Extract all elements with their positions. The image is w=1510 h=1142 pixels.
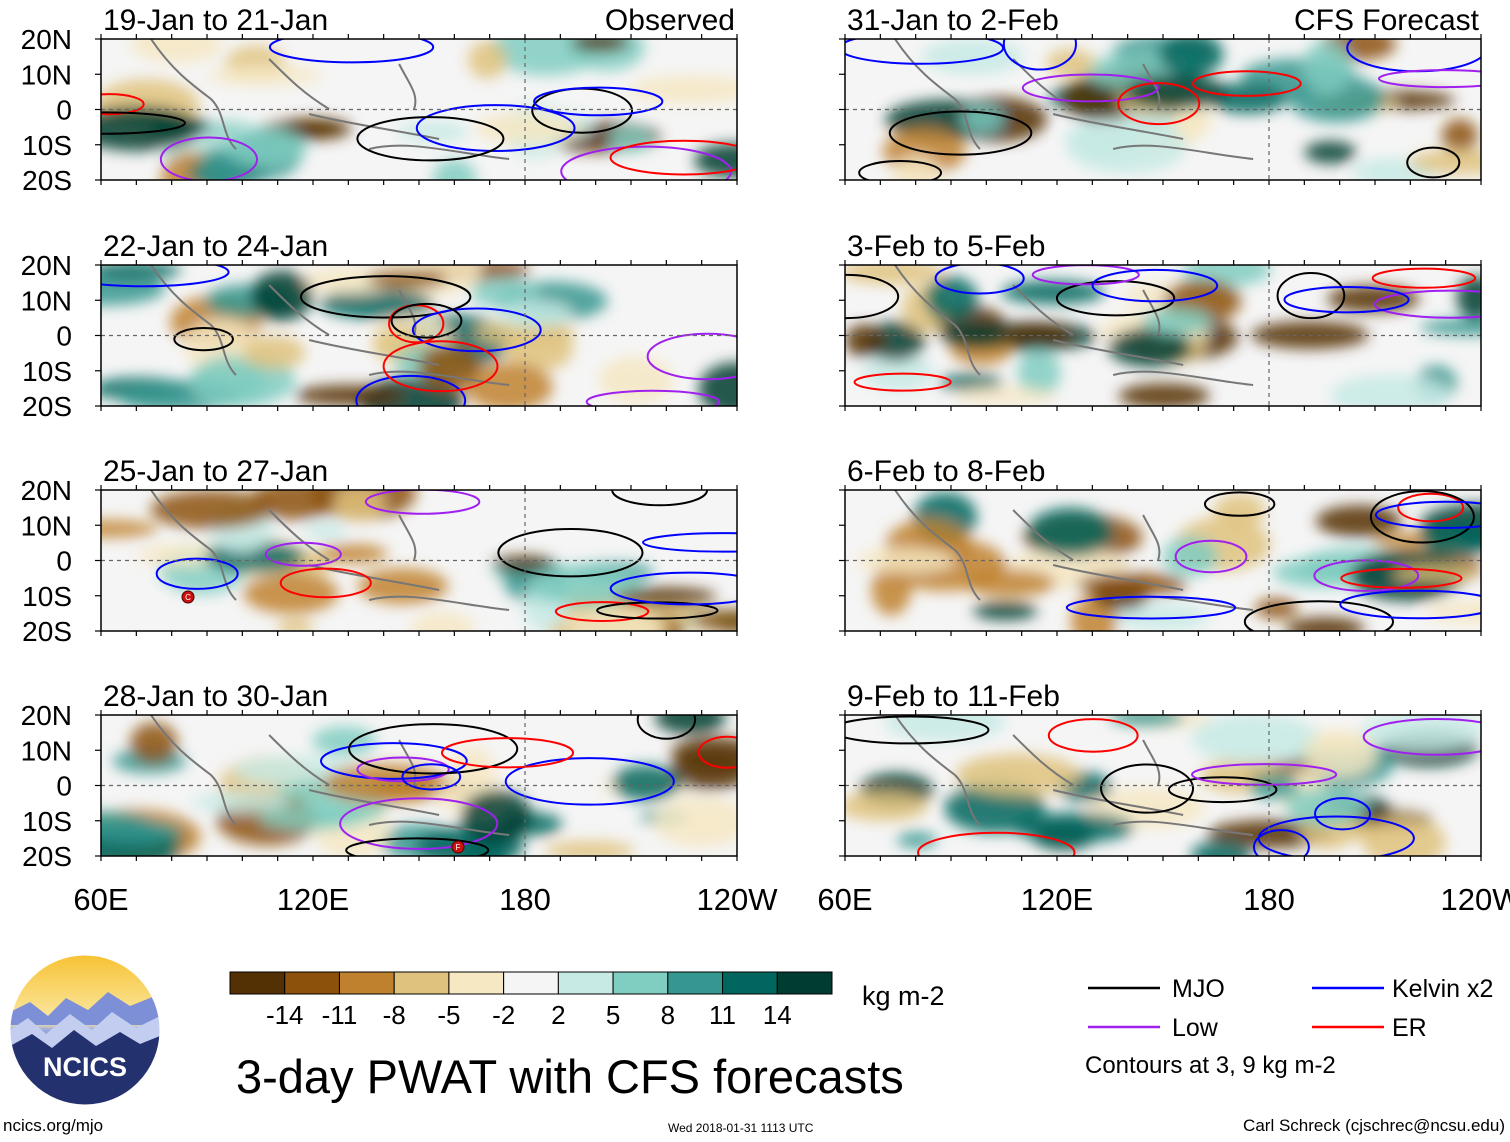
lat-label: 0 bbox=[56, 321, 72, 352]
footer-credit: Carl Schreck (cjschrec@ncsu.edu) bbox=[1243, 1116, 1505, 1135]
panel-source-label: CFS Forecast bbox=[1294, 4, 1480, 37]
pwat-field bbox=[101, 265, 737, 406]
map-panel: 22-Jan to 24-Jan bbox=[95, 230, 738, 411]
map-panel: 31-Jan to 2-Feb CFS Forecast bbox=[839, 4, 1482, 185]
colorbar-tick-label: 5 bbox=[606, 1000, 620, 1030]
colorbar-tick-label: -11 bbox=[322, 1000, 358, 1030]
lat-label: 10S bbox=[22, 806, 72, 837]
ncics-logo: NCICS bbox=[9, 954, 161, 1106]
lon-label: 60E bbox=[73, 882, 128, 917]
panel-date-range: 28-Jan to 30-Jan bbox=[103, 680, 328, 713]
legend-label-low: Low bbox=[1172, 1014, 1219, 1042]
map-panel: 6-Feb to 8-Feb bbox=[839, 455, 1482, 636]
lon-label: 180 bbox=[1243, 882, 1295, 917]
lat-label: 20N bbox=[21, 700, 72, 731]
colorbar-swatch bbox=[776, 971, 833, 995]
colorbar-swatch bbox=[667, 971, 724, 995]
coastlines bbox=[894, 265, 1254, 386]
lat-label: 10S bbox=[22, 130, 72, 161]
footer-timestamp: Wed 2018-01-31 1113 UTC bbox=[668, 1121, 814, 1135]
pwat-field bbox=[101, 715, 737, 856]
wave-contours bbox=[101, 39, 737, 180]
colorbar-swatch bbox=[393, 971, 450, 995]
map-panel: 25-Jan to 27-Jan bbox=[95, 455, 738, 636]
lat-label: 20S bbox=[22, 616, 72, 647]
colorbar-tick-label: -14 bbox=[266, 1000, 304, 1030]
legend: MJO Kelvin x2 Low ER Contours at 3, 9 kg… bbox=[1085, 975, 1493, 1079]
lat-label: 10N bbox=[21, 510, 72, 541]
coastlines bbox=[894, 39, 1254, 160]
pwat-field bbox=[845, 265, 1481, 406]
wave-contours bbox=[845, 265, 1481, 392]
figure-title: 3-day PWAT with CFS forecasts bbox=[236, 1050, 904, 1103]
map-panel: 28-Jan to 30-Jan bbox=[95, 680, 738, 861]
lat-label: 0 bbox=[56, 546, 72, 577]
lon-label: 120E bbox=[1021, 882, 1093, 917]
legend-label-kelvin: Kelvin x2 bbox=[1392, 975, 1493, 1003]
lat-label: 20S bbox=[22, 391, 72, 422]
lat-label: 10N bbox=[21, 59, 72, 90]
svg-text:F: F bbox=[456, 843, 461, 852]
lat-label: 20N bbox=[21, 250, 72, 281]
colorbar-tick-label: 2 bbox=[551, 1000, 565, 1030]
map-panel: 19-Jan to 21-Jan Observed bbox=[95, 4, 738, 185]
colorbar-units: kg m-2 bbox=[862, 981, 945, 1011]
colorbar-tick-label: -2 bbox=[492, 1000, 515, 1030]
lon-label: 60E bbox=[817, 882, 872, 917]
wave-contours bbox=[101, 265, 737, 406]
lat-label: 10N bbox=[21, 735, 72, 766]
colorbar-swatch bbox=[229, 971, 286, 995]
lon-label: 120E bbox=[277, 882, 349, 917]
panel-date-range: 31-Jan to 2-Feb bbox=[847, 4, 1059, 37]
lon-label: 120W bbox=[697, 882, 779, 917]
lat-label: 20S bbox=[22, 165, 72, 196]
panel-date-range: 22-Jan to 24-Jan bbox=[103, 230, 328, 263]
colorbar-swatch bbox=[503, 971, 559, 995]
storm-marker: F bbox=[451, 840, 465, 854]
colorbar-tick-label: -5 bbox=[437, 1000, 460, 1030]
map-panel: 9-Feb to 11-Feb bbox=[839, 680, 1482, 861]
lat-label: 20N bbox=[21, 475, 72, 506]
lat-label: 10S bbox=[22, 356, 72, 387]
panel-date-range: 9-Feb to 11-Feb bbox=[847, 680, 1060, 713]
legend-label-mjo: MJO bbox=[1172, 975, 1225, 1003]
svg-text:C: C bbox=[185, 593, 191, 602]
logo-text: NCICS bbox=[43, 1052, 127, 1082]
footer-site-link[interactable]: ncics.org/mjo bbox=[3, 1116, 103, 1135]
wave-contours bbox=[1065, 490, 1481, 631]
lat-label: 10N bbox=[21, 285, 72, 316]
legend-note: Contours at 3, 9 kg m-2 bbox=[1085, 1052, 1336, 1079]
panel-date-range: 25-Jan to 27-Jan bbox=[103, 455, 328, 488]
colorbar-tick-label: 14 bbox=[763, 1000, 792, 1030]
wave-contours bbox=[319, 715, 737, 856]
colorbar-swatch bbox=[612, 971, 669, 995]
colorbar-swatch bbox=[338, 971, 395, 995]
colorbar-tick-label: 8 bbox=[661, 1000, 675, 1030]
panel-date-range: 6-Feb to 8-Feb bbox=[847, 455, 1045, 488]
lon-label: 120W bbox=[1441, 882, 1510, 917]
lat-label: 0 bbox=[56, 771, 72, 802]
lon-label: 180 bbox=[499, 882, 551, 917]
wave-contours bbox=[845, 715, 1481, 856]
lat-label: 20N bbox=[21, 24, 72, 55]
map-panel: 3-Feb to 5-Feb bbox=[839, 230, 1482, 411]
colorbar-swatch bbox=[557, 971, 614, 995]
colorbar-tick-label: 11 bbox=[709, 1000, 736, 1030]
panel-source-label: Observed bbox=[605, 4, 735, 37]
lat-label: 20S bbox=[22, 841, 72, 872]
colorbar-swatch bbox=[448, 971, 505, 995]
colorbar-swatch bbox=[284, 971, 340, 995]
legend-label-er: ER bbox=[1392, 1014, 1427, 1042]
lat-label: 10S bbox=[22, 581, 72, 612]
panel-date-range: 19-Jan to 21-Jan bbox=[103, 4, 328, 37]
colorbar-tick-label: -8 bbox=[383, 1000, 406, 1030]
panel-date-range: 3-Feb to 5-Feb bbox=[847, 230, 1045, 263]
wave-contours bbox=[845, 39, 1481, 180]
storm-marker: C bbox=[181, 590, 195, 604]
coastlines bbox=[894, 715, 1254, 836]
lat-label: 0 bbox=[56, 95, 72, 126]
colorbar: -14 -11 -8 -5 -2 2 5 8 11 14 bbox=[229, 971, 833, 1030]
colorbar-swatch bbox=[722, 971, 778, 995]
